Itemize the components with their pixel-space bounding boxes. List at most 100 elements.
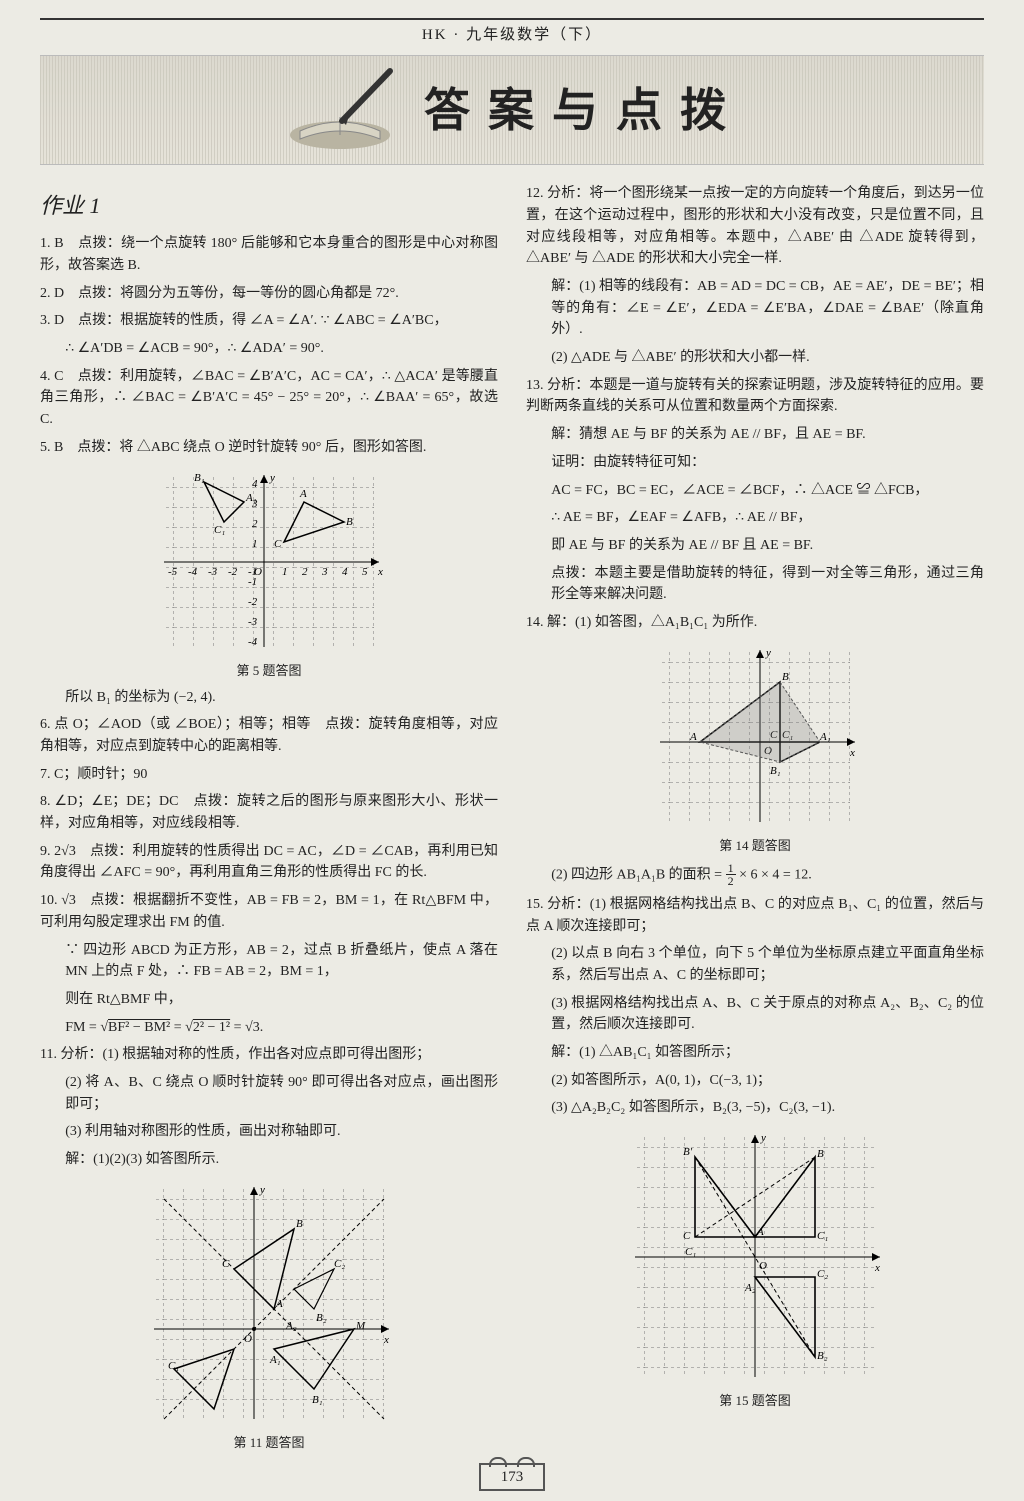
figure-11-caption: 第 11 题答图 <box>233 1433 304 1453</box>
q11b: (2) 将 A、B、C 绕点 O 顺时针旋转 90° 即可得出各对应点，画出图形… <box>40 1072 498 1115</box>
svg-text:x: x <box>377 566 383 578</box>
svg-text:x: x <box>874 1262 880 1274</box>
svg-text:A₁: A₁ <box>819 731 831 743</box>
svg-text:A: A <box>689 731 697 743</box>
q10d-mid: = <box>174 1020 185 1035</box>
svg-text:-3: -3 <box>208 566 218 578</box>
svg-text:C₁: C₁ <box>168 1360 179 1372</box>
page-number: 173 <box>479 1463 545 1491</box>
figure-11: O xy ABC A₁M B₁ C₁ C₂B₂A₂ <box>40 1179 498 1453</box>
svg-text:2: 2 <box>252 518 258 530</box>
two-column-layout: 作业 1 1. B 点拨：绕一个点旋转 180° 后能够和它本身重合的图形是中心… <box>40 183 984 1459</box>
q3-b: ∴ ∠A′DB = ∠ACB = 90°，∴ ∠ADA′ = 90°. <box>40 338 498 360</box>
svg-text:B: B <box>817 1148 824 1160</box>
svg-text:-5: -5 <box>168 566 178 578</box>
q13c: 证明：由旋转特征可知： <box>526 452 984 474</box>
q13g: 点拨：本题主要是借助旋转的特征，得到一对全等三角形，通过三角形全等来解决问题. <box>526 563 984 606</box>
q10d: FM = √BF² − BM² = √2² − 1² = √3. <box>40 1017 498 1039</box>
svg-text:C: C <box>683 1230 691 1242</box>
figure-14: O xy ABC A₁C₁B₁ 第 14 题答图 <box>526 642 984 856</box>
svg-text:2: 2 <box>302 566 308 578</box>
title-banner: 答案与点拨 <box>40 55 984 165</box>
svg-text:y: y <box>765 647 771 659</box>
homework-title: 作业 1 <box>40 189 498 223</box>
svg-text:B₁: B₁ <box>312 1394 323 1406</box>
frac-num: 1 <box>726 862 736 876</box>
q14b: (2) 四边形 AB₁A₁B 的面积 = 1 2 × 6 × 4 = 12. <box>526 862 984 888</box>
svg-text:B₁: B₁ <box>194 472 205 484</box>
running-head: HK · 九年级数学（下） <box>40 24 984 47</box>
svg-text:B₁: B₁ <box>770 765 781 777</box>
figure-5: x y O -5 -4 -3 -2 -1 1 2 3 4 5 1 2 <box>40 467 498 681</box>
q10c: 则在 Rt△BMF 中， <box>40 989 498 1011</box>
q12b: 解：(1) 相等的线段有：AB = AD = DC = CB，AE = AE′，… <box>526 276 984 341</box>
q14b-pre: (2) 四边形 AB₁A₁B 的面积 = <box>551 867 725 882</box>
q2: 2. D 点拨：将圆分为五等份，每一等份的圆心角都是 72°. <box>40 283 498 305</box>
svg-text:B: B <box>296 1218 303 1230</box>
svg-text:B: B <box>782 671 789 683</box>
svg-text:1: 1 <box>252 538 258 550</box>
q1: 1. B 点拨：绕一个点旋转 180° 后能够和它本身重合的图形是中心对称图形，… <box>40 233 498 276</box>
svg-text:x: x <box>383 1334 389 1346</box>
svg-text:-2: -2 <box>228 566 238 578</box>
top-rule <box>40 18 984 20</box>
q11d: 解：(1)(2)(3) 如答图所示. <box>40 1149 498 1171</box>
q10b: ∵ 四边形 ABCD 为正方形，AB = 2，过点 B 折叠纸片，使点 A 落在… <box>40 940 498 983</box>
q7: 7. C；顺时针；90 <box>40 764 498 786</box>
svg-text:C₂: C₂ <box>817 1268 828 1280</box>
q10d-root1: BF² − BM² <box>108 1020 170 1035</box>
q10d-post: = √3. <box>234 1020 264 1035</box>
q14a: 14. 解：(1) 如答图，△A₁B₁C₁ 为所作. <box>526 612 984 634</box>
figure-15-caption: 第 15 题答图 <box>719 1391 791 1411</box>
q6: 6. 点 O；∠AOD（或 ∠BOE）；相等；相等 点拨：旋转角度相等，对应角相… <box>40 714 498 757</box>
q9: 9. 2√3 点拨：利用旋转的性质得出 DC = AC，∠D = ∠CAB，再利… <box>40 841 498 884</box>
q15d: 解：(1) △AB₁C₁ 如答图所示； <box>526 1042 984 1064</box>
svg-text:O: O <box>244 1333 252 1345</box>
svg-text:x: x <box>849 747 855 759</box>
svg-text:-4: -4 <box>188 566 198 578</box>
q13b: 解：猜想 AE 与 BF 的关系为 AE // BF，且 AE = BF. <box>526 424 984 446</box>
svg-text:y: y <box>269 472 275 484</box>
svg-text:C: C <box>274 538 282 550</box>
pen-book-icon <box>280 65 400 155</box>
q15c: (3) 根据网格结构找出点 A、B、C 关于原点的对称点 A₂、B₂、C₂ 的位… <box>526 993 984 1036</box>
svg-text:y: y <box>259 1184 265 1196</box>
fraction-half: 1 2 <box>726 862 736 888</box>
banner-title: 答案与点拨 <box>424 75 744 146</box>
figure-15: O xy ACB′ BC₁ C₁ A₂C₂B₂ <box>526 1127 984 1411</box>
svg-text:C₁: C₁ <box>214 524 225 536</box>
svg-text:4: 4 <box>252 478 258 490</box>
svg-text:5: 5 <box>362 566 368 578</box>
q15f: (3) △A₂B₂C₂ 如答图所示，B₂(3, −5)，C₂(3, −1). <box>526 1097 984 1119</box>
svg-text:M: M <box>355 1320 366 1332</box>
q15b: (2) 以点 B 向右 3 个单位，向下 5 个单位为坐标原点建立平面直角坐标系… <box>526 943 984 986</box>
q11a: 11. 分析：(1) 根据轴对称的性质，作出各对应点即可得出图形； <box>40 1044 498 1066</box>
svg-text:-3: -3 <box>248 616 258 628</box>
svg-text:C₂: C₂ <box>334 1258 345 1270</box>
q15e: (2) 如答图所示，A(0, 1)，C(−3, 1)； <box>526 1070 984 1092</box>
q13a: 13. 分析：本题是一道与旋转有关的探索证明题，涉及旋转特征的应用。要判断两条直… <box>526 375 984 418</box>
q10d-root2: 2² − 1² <box>193 1020 230 1035</box>
svg-text:A₂: A₂ <box>744 1282 756 1294</box>
svg-text:A₁: A₁ <box>269 1354 281 1366</box>
right-column: 12. 分析：将一个图形绕某一点按一定的方向旋转一个角度后，到达另一位置，在这个… <box>526 183 984 1459</box>
q13f: 即 AE 与 BF 的关系为 AE // BF 且 AE = BF. <box>526 535 984 557</box>
svg-text:-4: -4 <box>248 636 258 648</box>
q14b-post: × 6 × 4 = 12. <box>739 867 812 882</box>
q13e: ∴ AE = BF，∠EAF = ∠AFB，∴ AE // BF， <box>526 507 984 529</box>
q15a: 15. 分析：(1) 根据网格结构找出点 B、C 的对应点 B₁、C₁ 的位置，… <box>526 894 984 937</box>
q13d: AC = FC，BC = EC，∠ACE = ∠BCF，∴ △ACE ≌ △FC… <box>526 480 984 502</box>
svg-text:-2: -2 <box>248 596 258 608</box>
q10d-pre: FM = <box>65 1020 100 1035</box>
svg-text:B₂: B₂ <box>817 1350 828 1362</box>
svg-text:B₂: B₂ <box>316 1312 327 1324</box>
svg-text:C₁: C₁ <box>817 1230 828 1242</box>
svg-text:A: A <box>299 488 307 500</box>
q4: 4. C 点拨：利用旋转，∠BAC = ∠B′A′C，AC = CA′，∴ △A… <box>40 366 498 431</box>
svg-text:3: 3 <box>321 566 328 578</box>
q5: 5. B 点拨：将 △ABC 绕点 O 逆时针旋转 90° 后，图形如答图. <box>40 437 498 459</box>
q8: 8. ∠D；∠E；DE；DC 点拨：旋转之后的图形与原来图形大小、形状一样，对应… <box>40 791 498 834</box>
left-column: 作业 1 1. B 点拨：绕一个点旋转 180° 后能够和它本身重合的图形是中心… <box>40 183 498 1459</box>
frac-den: 2 <box>726 875 736 888</box>
svg-text:B: B <box>346 516 353 528</box>
